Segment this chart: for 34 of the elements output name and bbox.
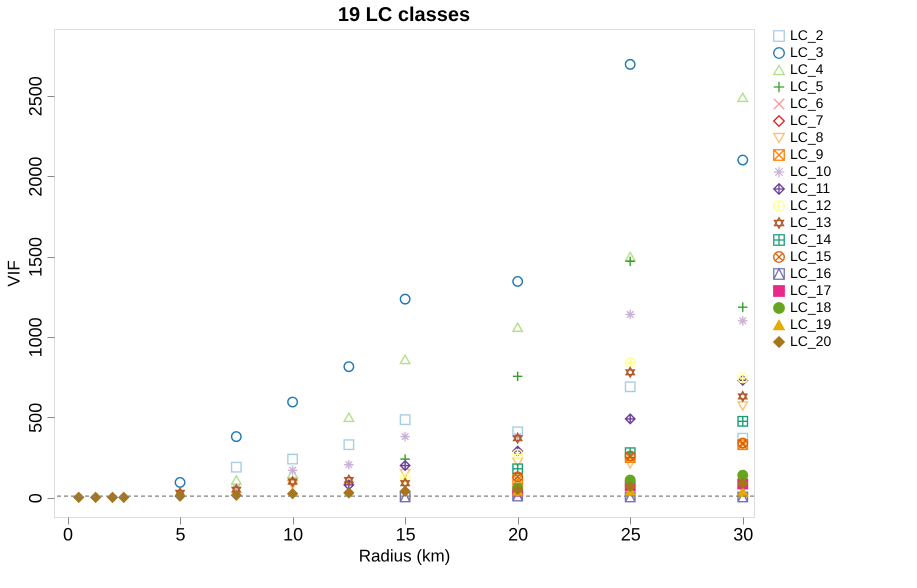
- legend-label: LC_7: [790, 112, 824, 128]
- x-tick-label: 0: [62, 524, 74, 544]
- legend-label: LC_5: [790, 78, 824, 94]
- legend-label: LC_2: [790, 27, 824, 43]
- y-axis-title: VIF: [4, 260, 24, 287]
- legend-label: LC_16: [790, 265, 832, 281]
- y-tick-label: 2500: [26, 76, 46, 116]
- x-tick-label: 10: [283, 524, 304, 544]
- y-tick-label: 1500: [26, 236, 46, 278]
- legend-label: LC_9: [790, 146, 824, 162]
- legend-label: LC_6: [790, 95, 824, 111]
- y-tick-label: 2000: [26, 156, 46, 197]
- legend-label: LC_8: [790, 129, 824, 145]
- y-tick-label: 500: [26, 402, 46, 433]
- legend-label: LC_20: [790, 333, 832, 349]
- y-tick-label: 1000: [26, 317, 46, 358]
- x-tick-label: 25: [620, 524, 641, 544]
- y-tick-label: 0: [26, 493, 46, 504]
- legend-label: LC_10: [790, 163, 832, 179]
- chart-title: 19 LC classes: [338, 4, 470, 26]
- x-tick-label: 20: [508, 524, 528, 544]
- legend-label: LC_18: [790, 299, 832, 315]
- x-tick-label: 30: [733, 524, 754, 544]
- legend-label: LC_19: [790, 316, 832, 332]
- legend-label: LC_12: [790, 197, 832, 213]
- legend-label: LC_15: [790, 248, 832, 264]
- x-tick-label: 15: [396, 524, 416, 544]
- legend-label: LC_11: [790, 180, 830, 196]
- legend-label: LC_4: [790, 61, 824, 77]
- x-tick-label: 5: [176, 524, 186, 544]
- x-axis-title: Radius (km): [358, 546, 450, 566]
- legend-label: LC_17: [790, 282, 832, 298]
- legend-label: LC_3: [790, 44, 824, 60]
- legend-label: LC_14: [790, 231, 832, 247]
